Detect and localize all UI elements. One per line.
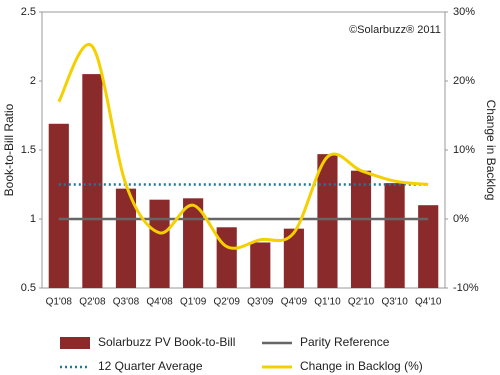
y-tick-label: 1 (30, 213, 36, 225)
x-tick-label: Q4'09 (281, 297, 308, 308)
y2-axis-label: Change in Backlog (484, 100, 498, 201)
y-tick-label: 2.5 (21, 6, 36, 18)
y-tick-label: 2 (30, 75, 36, 87)
y-tick-label: 0.5 (21, 282, 36, 294)
legend-label: Solarbuzz PV Book-to-Bill (98, 335, 235, 349)
x-tick-label: Q4'10 (415, 297, 442, 308)
y2-tick-label: 0% (453, 213, 469, 225)
bar (350, 170, 372, 288)
x-tick-label: Q2'09 (214, 297, 241, 308)
series-line (57, 42, 429, 250)
y2-tick-label: 30% (453, 6, 475, 18)
bar (149, 199, 170, 288)
bar (48, 123, 69, 288)
bar (115, 188, 137, 288)
bar (250, 242, 271, 288)
bar (384, 183, 405, 288)
bar (216, 227, 237, 288)
legend-swatch (60, 337, 90, 349)
bar (317, 154, 338, 288)
x-tick-label: Q2'08 (79, 297, 106, 308)
bar (418, 205, 439, 288)
legend-label: 12 Quarter Average (98, 359, 203, 373)
x-tick-label: Q1'09 (180, 297, 207, 308)
y-axis-label: Book-to-Bill Ratio (2, 103, 16, 196)
y2-tick-label: -10% (453, 282, 479, 294)
x-tick-label: Q2'10 (348, 297, 375, 308)
x-tick-label: Q1'08 (46, 297, 73, 308)
legend-label: Parity Reference (300, 335, 390, 349)
x-tick-label: Q3'10 (381, 297, 408, 308)
y2-tick-label: 20% (453, 75, 475, 87)
legend-label: Change in Backlog (%) (300, 359, 423, 373)
x-tick-label: Q3'09 (247, 297, 274, 308)
bar (82, 74, 103, 288)
x-tick-label: Q4'08 (146, 297, 173, 308)
x-tick-label: Q1'10 (314, 297, 341, 308)
annotation: ©Solarbuzz® 2011 (349, 24, 441, 36)
y-tick-label: 1.5 (21, 144, 36, 156)
x-tick-label: Q3'08 (113, 297, 140, 308)
bar (183, 198, 204, 288)
y2-tick-label: 10% (453, 144, 475, 156)
bar (283, 228, 304, 288)
